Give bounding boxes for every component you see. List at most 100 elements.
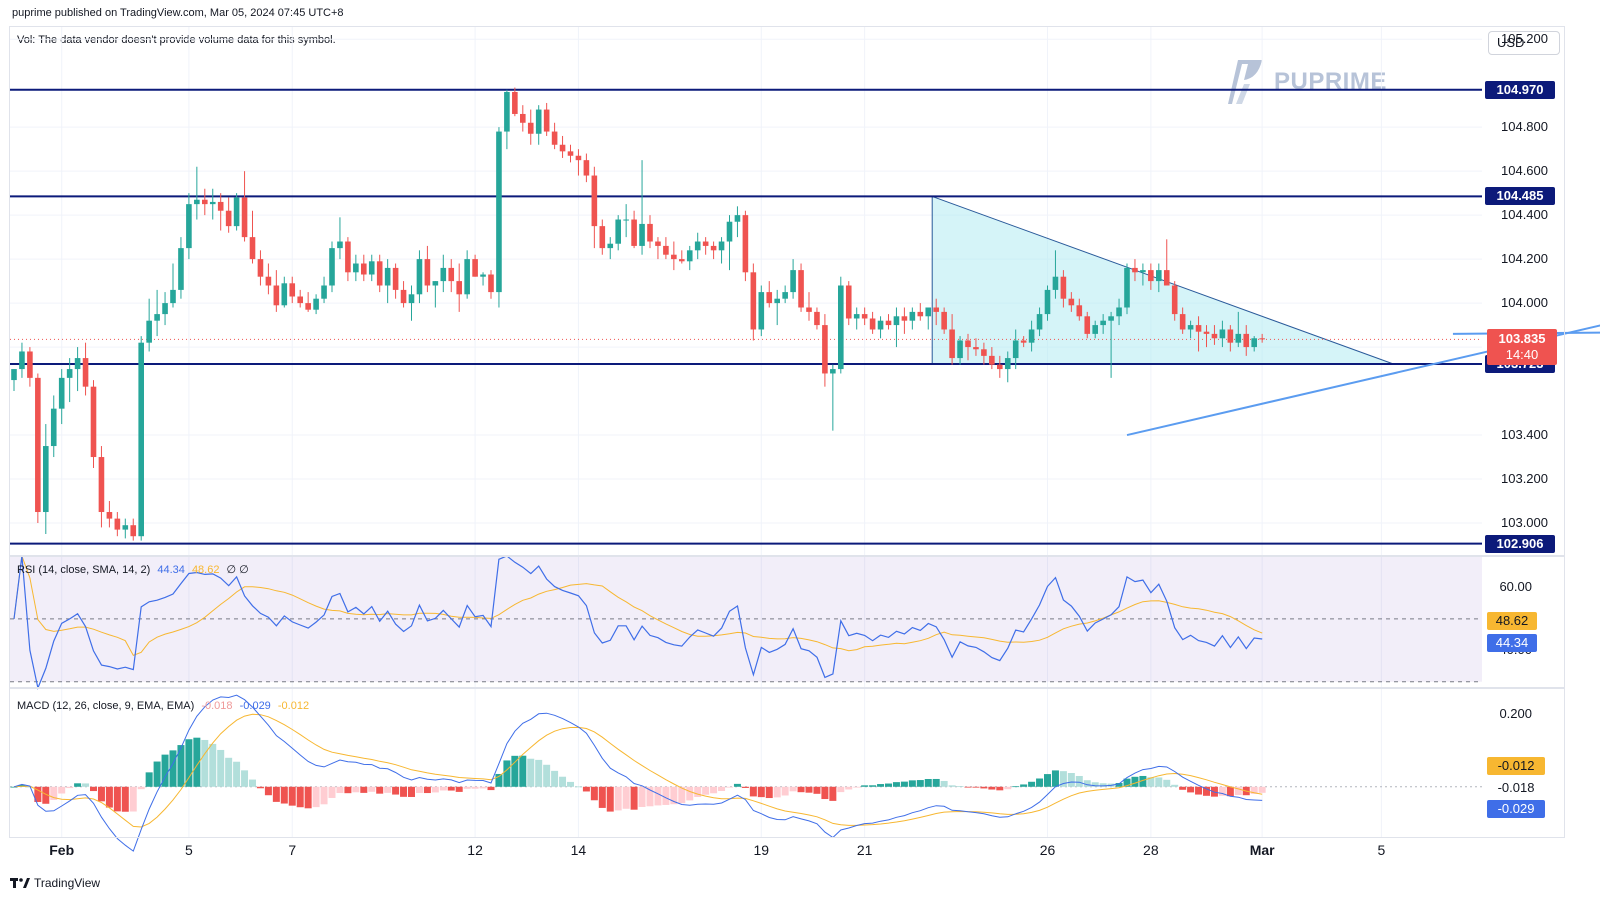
- candle-body: [400, 289, 407, 304]
- candle-body: [1092, 325, 1098, 334]
- macd-histogram-bar: [845, 786, 853, 790]
- candle-body: [814, 311, 820, 326]
- candle: [639, 160, 645, 255]
- candle: [845, 281, 852, 326]
- candle: [861, 307, 868, 326]
- candle-body: [154, 314, 160, 321]
- macd-histogram-bar: [805, 786, 813, 793]
- candle: [424, 245, 431, 293]
- candle-body: [361, 263, 367, 275]
- macd-histogram-bar: [368, 786, 376, 792]
- macd-histogram-bar: [781, 786, 789, 796]
- candle: [790, 259, 796, 299]
- macd-histogram-bar: [129, 786, 137, 812]
- candle: [512, 87, 518, 117]
- rsi-value-tag: 44.34: [1487, 634, 1537, 652]
- macd-histogram-bar: [1250, 786, 1258, 794]
- candle: [353, 254, 359, 282]
- candle-body: [480, 274, 486, 277]
- macd-histogram-bar: [320, 786, 328, 805]
- candle: [1004, 351, 1011, 383]
- candle-body: [1084, 316, 1091, 334]
- candle: [1092, 320, 1098, 339]
- macd-histogram-bar: [97, 786, 105, 802]
- candle-body: [893, 316, 900, 326]
- candle: [599, 219, 606, 255]
- candle-body: [575, 155, 582, 161]
- candle-body: [233, 197, 240, 227]
- candle: [194, 166, 200, 220]
- candle: [1203, 325, 1210, 348]
- published-caption: puprime published on TradingView.com, Ma…: [12, 7, 344, 19]
- candle: [345, 237, 351, 282]
- macd-histogram-bar: [837, 786, 845, 793]
- candle-body: [1227, 329, 1234, 343]
- candle: [368, 254, 375, 282]
- candle-body: [766, 292, 773, 304]
- candle: [66, 358, 73, 403]
- macd-histogram-bar: [288, 786, 296, 806]
- macd-histogram-bar: [567, 781, 574, 787]
- candle: [941, 307, 947, 334]
- candle: [106, 501, 113, 528]
- macd-histogram-bar: [1147, 777, 1155, 787]
- macd-histogram-bar: [726, 786, 733, 788]
- rsi-legend-extras: ∅ ∅: [226, 564, 249, 576]
- macd-histogram-bar: [543, 764, 551, 787]
- candle: [742, 210, 749, 282]
- macd-histogram-bar: [686, 786, 694, 801]
- candle-body: [217, 201, 224, 211]
- candle: [1195, 316, 1202, 352]
- candle: [74, 347, 81, 392]
- macd-histogram-bar: [201, 739, 209, 787]
- candle-body: [647, 223, 653, 242]
- candle: [702, 237, 709, 255]
- candle-body: [1219, 329, 1226, 339]
- macd-histogram-bar: [670, 786, 678, 805]
- candle: [265, 263, 272, 295]
- macd-histogram-bar: [90, 786, 97, 792]
- candle-body: [504, 91, 510, 132]
- candle: [527, 109, 534, 145]
- macd-histogram-bar: [702, 786, 710, 795]
- candle: [408, 285, 415, 321]
- macd-histogram-bar: [193, 737, 201, 787]
- candle: [297, 289, 303, 308]
- candle-body: [543, 109, 550, 132]
- macd-histogram-bar: [249, 779, 256, 787]
- tradingview-footer[interactable]: TradingView: [10, 876, 100, 890]
- candle: [138, 336, 144, 541]
- candle: [122, 518, 129, 539]
- macd-histogram-bar: [272, 786, 280, 802]
- macd-histogram-bar: [1258, 786, 1266, 793]
- macd-histogram-bar: [50, 786, 58, 800]
- macd-histogram-bar: [431, 786, 439, 793]
- macd-histogram-bar: [423, 786, 431, 794]
- candle: [305, 292, 311, 312]
- candle-body: [1116, 307, 1122, 317]
- candle-body: [1148, 270, 1154, 282]
- macd-histogram-bar: [280, 786, 288, 804]
- candle: [949, 314, 955, 365]
- macd-histogram-bar: [614, 786, 622, 811]
- candle: [1028, 320, 1035, 352]
- candle: [1259, 333, 1265, 343]
- time-axis-label: 5: [1377, 842, 1386, 858]
- candle: [1116, 298, 1122, 326]
- candle: [822, 314, 828, 387]
- macd-histogram-bar: [42, 786, 50, 804]
- macd-histogram-bar: [328, 786, 336, 798]
- candle-body: [66, 369, 73, 378]
- macd-histogram-bar: [241, 770, 249, 787]
- macd-histogram-bar: [1163, 779, 1171, 787]
- candle-body: [710, 245, 717, 251]
- macd-value-tag: -0.029: [1487, 800, 1545, 818]
- macd-histogram-bar: [304, 786, 312, 809]
- candle-body: [694, 241, 701, 251]
- currency-selector[interactable]: USD: [1488, 31, 1560, 55]
- candle: [1187, 320, 1194, 339]
- candle-body: [11, 369, 17, 381]
- candle: [806, 292, 812, 321]
- candle-body: [1243, 333, 1250, 348]
